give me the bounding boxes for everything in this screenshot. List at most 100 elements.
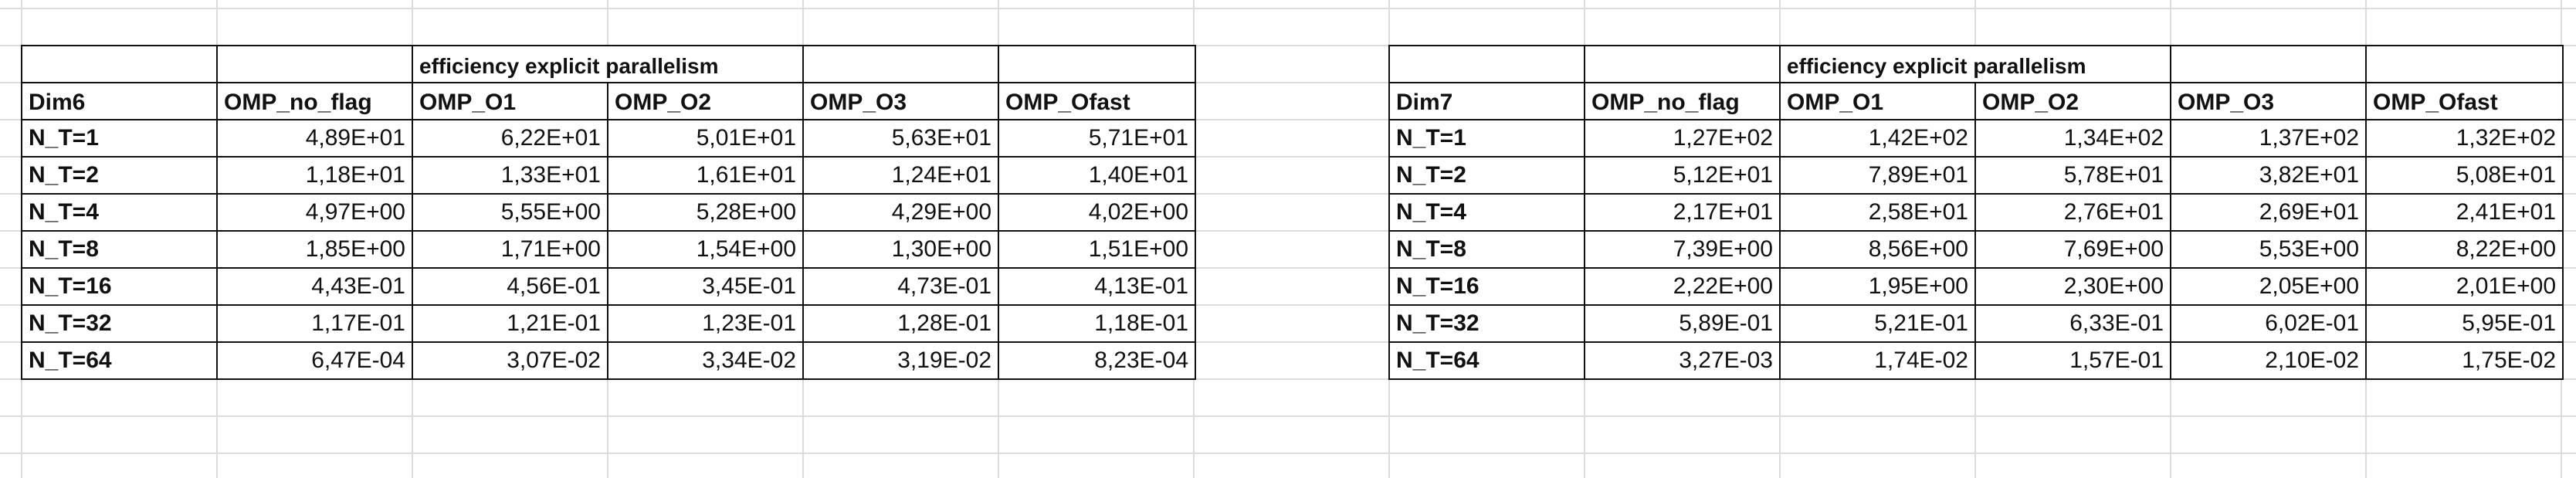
row-label-cell[interactable]: N_T=4 xyxy=(21,193,218,232)
value-cell[interactable]: 6,02E-01 xyxy=(2170,304,2368,343)
value-cell[interactable]: 3,07E-02 xyxy=(412,341,608,380)
value-cell[interactable]: 1,85E+00 xyxy=(216,230,413,269)
value-cell[interactable]: 1,28E-01 xyxy=(802,304,1000,343)
row-label-cell[interactable]: N_T=32 xyxy=(1388,304,1585,343)
value-cell[interactable]: 5,12E+01 xyxy=(1584,156,1781,195)
cell[interactable] xyxy=(2365,45,2564,83)
value-cell[interactable]: 8,22E+00 xyxy=(2365,230,2564,269)
cell[interactable] xyxy=(802,45,1000,83)
value-cell[interactable]: 5,71E+01 xyxy=(998,119,1197,158)
value-cell[interactable]: 5,89E-01 xyxy=(1584,304,1781,343)
cell[interactable] xyxy=(1388,45,1585,83)
value-cell[interactable]: 8,23E-04 xyxy=(998,341,1197,380)
row-label-cell[interactable]: N_T=2 xyxy=(21,156,218,195)
header-cell[interactable]: Dim6 xyxy=(21,82,218,120)
row-label-cell[interactable]: N_T=8 xyxy=(21,230,218,269)
cell[interactable] xyxy=(1584,45,1781,83)
value-cell[interactable]: 4,13E-01 xyxy=(998,267,1197,306)
row-label-cell[interactable]: N_T=64 xyxy=(1388,341,1585,380)
value-cell[interactable]: 4,73E-01 xyxy=(802,267,1000,306)
row-label-cell[interactable]: N_T=1 xyxy=(21,119,218,158)
header-cell[interactable]: OMP_no_flag xyxy=(1584,82,1781,120)
value-cell[interactable]: 5,95E-01 xyxy=(2365,304,2564,343)
row-label-cell[interactable]: N_T=2 xyxy=(1388,156,1585,195)
value-cell[interactable]: 2,69E+01 xyxy=(2170,193,2368,232)
value-cell[interactable]: 4,97E+00 xyxy=(216,193,413,232)
value-cell[interactable]: 2,30E+00 xyxy=(1974,267,2172,306)
value-cell[interactable]: 7,39E+00 xyxy=(1584,230,1781,269)
value-cell[interactable]: 1,51E+00 xyxy=(998,230,1197,269)
value-cell[interactable]: 6,47E-04 xyxy=(216,341,413,380)
value-cell[interactable]: 2,17E+01 xyxy=(1584,193,1781,232)
value-cell[interactable]: 6,33E-01 xyxy=(1974,304,2172,343)
cell[interactable] xyxy=(998,45,1197,83)
value-cell[interactable]: 3,82E+01 xyxy=(2170,156,2368,195)
value-cell[interactable]: 5,21E-01 xyxy=(1779,304,1976,343)
header-cell[interactable]: OMP_O2 xyxy=(606,82,805,120)
cell[interactable] xyxy=(21,45,218,83)
value-cell[interactable]: 1,61E+01 xyxy=(606,156,805,195)
value-cell[interactable]: 5,53E+00 xyxy=(2170,230,2368,269)
value-cell[interactable]: 1,37E+02 xyxy=(2170,119,2368,158)
value-cell[interactable]: 5,28E+00 xyxy=(606,193,805,232)
value-cell[interactable]: 2,01E+00 xyxy=(2365,267,2564,306)
value-cell[interactable]: 1,32E+02 xyxy=(2365,119,2564,158)
value-cell[interactable]: 1,18E-01 xyxy=(998,304,1197,343)
row-label-cell[interactable]: N_T=4 xyxy=(1388,193,1585,232)
value-cell[interactable]: 2,76E+01 xyxy=(1974,193,2172,232)
value-cell[interactable]: 1,21E-01 xyxy=(412,304,608,343)
value-cell[interactable]: 4,89E+01 xyxy=(216,119,413,158)
header-cell[interactable]: OMP_Ofast xyxy=(2365,82,2564,120)
value-cell[interactable]: 1,75E-02 xyxy=(2365,341,2564,380)
value-cell[interactable]: 2,22E+00 xyxy=(1584,267,1781,306)
header-cell[interactable]: OMP_O2 xyxy=(1974,82,2172,120)
group-header-cell[interactable]: efficiency explicit parallelism xyxy=(411,45,805,83)
row-label-cell[interactable]: N_T=32 xyxy=(21,304,218,343)
value-cell[interactable]: 1,57E-01 xyxy=(1974,341,2172,380)
value-cell[interactable]: 1,27E+02 xyxy=(1584,119,1781,158)
row-label-cell[interactable]: N_T=8 xyxy=(1388,230,1585,269)
value-cell[interactable]: 2,05E+00 xyxy=(2170,267,2368,306)
header-cell[interactable]: OMP_O3 xyxy=(802,82,1000,120)
value-cell[interactable]: 7,89E+01 xyxy=(1779,156,1976,195)
value-cell[interactable]: 5,63E+01 xyxy=(802,119,1000,158)
value-cell[interactable]: 3,45E-01 xyxy=(606,267,805,306)
value-cell[interactable]: 3,27E-03 xyxy=(1584,341,1781,380)
value-cell[interactable]: 1,54E+00 xyxy=(606,230,805,269)
value-cell[interactable]: 1,74E-02 xyxy=(1779,341,1976,380)
value-cell[interactable]: 2,41E+01 xyxy=(2365,193,2564,232)
value-cell[interactable]: 1,71E+00 xyxy=(412,230,608,269)
value-cell[interactable]: 3,34E-02 xyxy=(606,341,805,380)
value-cell[interactable]: 1,23E-01 xyxy=(606,304,805,343)
value-cell[interactable]: 5,01E+01 xyxy=(606,119,805,158)
header-cell[interactable]: OMP_no_flag xyxy=(216,82,413,120)
value-cell[interactable]: 8,56E+00 xyxy=(1779,230,1976,269)
row-label-cell[interactable]: N_T=64 xyxy=(21,341,218,380)
header-cell[interactable]: OMP_O1 xyxy=(412,82,608,120)
value-cell[interactable]: 7,69E+00 xyxy=(1974,230,2172,269)
value-cell[interactable]: 1,34E+02 xyxy=(1974,119,2172,158)
value-cell[interactable]: 5,78E+01 xyxy=(1974,156,2172,195)
row-label-cell[interactable]: N_T=16 xyxy=(21,267,218,306)
value-cell[interactable]: 5,08E+01 xyxy=(2365,156,2564,195)
value-cell[interactable]: 1,30E+00 xyxy=(802,230,1000,269)
cell[interactable] xyxy=(216,45,413,83)
value-cell[interactable]: 1,33E+01 xyxy=(412,156,608,195)
value-cell[interactable]: 2,10E-02 xyxy=(2170,341,2368,380)
value-cell[interactable]: 1,17E-01 xyxy=(216,304,413,343)
header-cell[interactable]: OMP_O1 xyxy=(1779,82,1976,120)
header-cell[interactable]: Dim7 xyxy=(1388,82,1585,120)
value-cell[interactable]: 4,56E-01 xyxy=(412,267,608,306)
cell[interactable] xyxy=(2170,45,2368,83)
row-label-cell[interactable]: N_T=16 xyxy=(1388,267,1585,306)
value-cell[interactable]: 3,19E-02 xyxy=(802,341,1000,380)
header-cell[interactable]: OMP_O3 xyxy=(2170,82,2368,120)
value-cell[interactable]: 5,55E+00 xyxy=(412,193,608,232)
value-cell[interactable]: 6,22E+01 xyxy=(412,119,608,158)
value-cell[interactable]: 2,58E+01 xyxy=(1779,193,1976,232)
row-label-cell[interactable]: N_T=1 xyxy=(1388,119,1585,158)
value-cell[interactable]: 1,18E+01 xyxy=(216,156,413,195)
value-cell[interactable]: 1,95E+00 xyxy=(1779,267,1976,306)
header-cell[interactable]: OMP_Ofast xyxy=(998,82,1197,120)
